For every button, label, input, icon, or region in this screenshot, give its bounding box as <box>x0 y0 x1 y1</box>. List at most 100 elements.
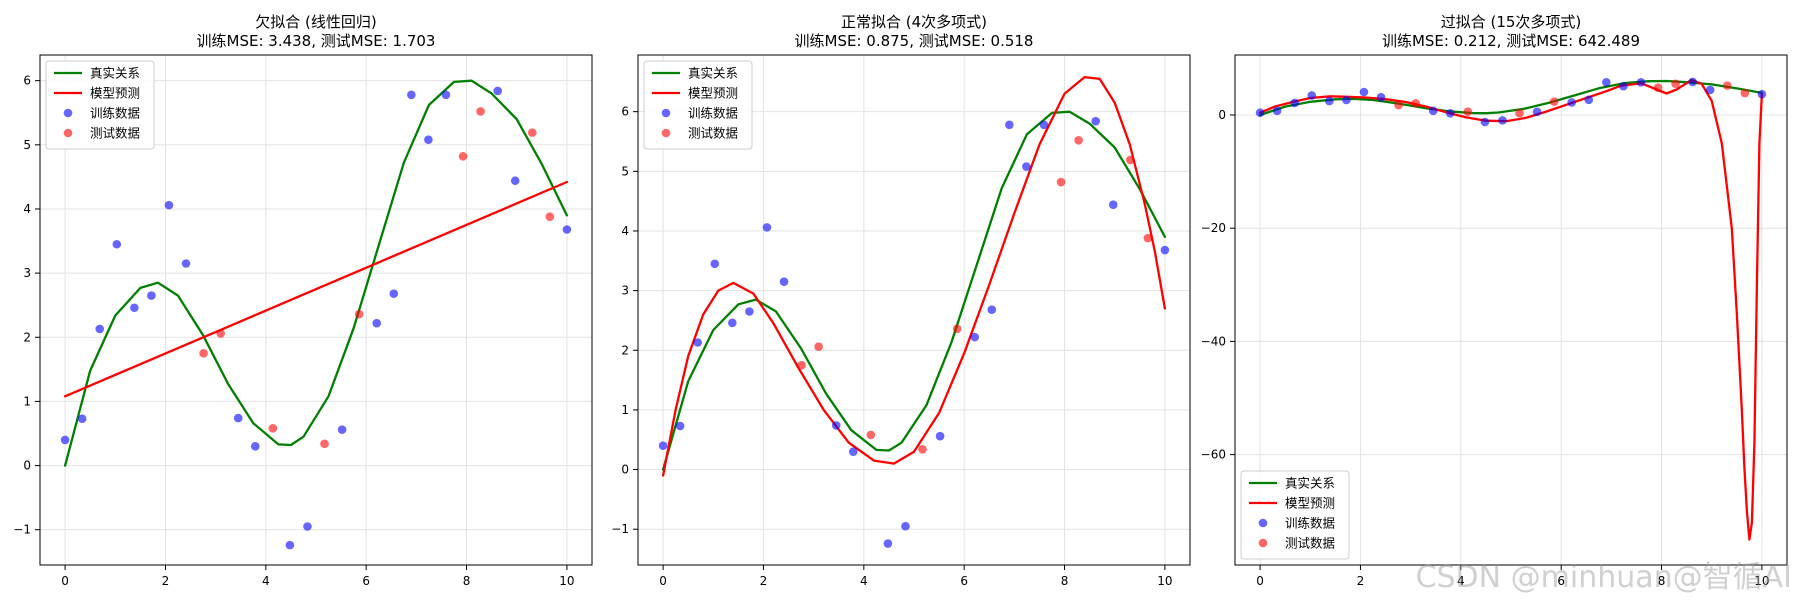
test-point <box>1074 135 1083 145</box>
y-tick-label: 1 <box>23 394 31 408</box>
y-tick-label: −60 <box>1201 448 1226 462</box>
y-tick-label: 6 <box>23 74 31 88</box>
train-point <box>250 442 260 451</box>
chart-subtitle: 训练MSE: 0.875, 测试MSE: 0.518 <box>795 32 1034 50</box>
test-point <box>320 439 329 449</box>
train-point <box>935 431 945 441</box>
train-point <box>1705 85 1715 95</box>
x-tick-label: 4 <box>262 574 270 588</box>
test-point <box>354 309 364 319</box>
train-point <box>848 447 858 456</box>
y-tick-label: 0 <box>1218 108 1226 122</box>
series-line-true-relation <box>661 110 1167 471</box>
legend-label: 训练数据 <box>1285 516 1335 531</box>
train-point <box>675 421 685 431</box>
train-point <box>1325 96 1334 106</box>
train-point <box>1108 200 1118 210</box>
test-point <box>866 430 876 440</box>
plot-area <box>1255 77 1767 541</box>
x-tick-label: 6 <box>1557 574 1565 588</box>
y-tick-label: 5 <box>621 164 629 178</box>
x-tick-label: 10 <box>1754 574 1769 588</box>
y-tick-label: 4 <box>23 202 31 216</box>
train-point <box>658 441 668 451</box>
y-tick-label: 1 <box>621 403 629 417</box>
axes-frame <box>1234 54 1788 566</box>
test-point <box>476 107 485 116</box>
legend-marker-swatch <box>63 108 73 118</box>
series-line-model-prediction <box>661 75 1167 477</box>
test-point <box>1671 79 1680 89</box>
train-point <box>1688 77 1697 87</box>
test-point <box>1549 97 1559 106</box>
legend-box <box>45 60 155 150</box>
legend-label: 训练数据 <box>90 106 140 121</box>
y-tick-label: −40 <box>1201 334 1226 348</box>
y-tick-label: 0 <box>621 463 629 477</box>
train-point <box>233 413 243 423</box>
test-point <box>1515 108 1524 118</box>
y-tick-label: 3 <box>23 266 31 280</box>
train-point <box>493 86 502 96</box>
train-point <box>883 539 893 548</box>
test-point <box>797 360 806 370</box>
legend-box <box>643 60 753 150</box>
train-point <box>1039 120 1049 130</box>
watermark: CSDN @minhuan@智循AI <box>1415 560 1792 595</box>
legend-marker-swatch <box>1258 538 1268 548</box>
chart-panel-1: 欠拟合 (线性回归)训练MSE: 3.438, 测试MSE: 1.703 0 2 4 6… <box>13 13 593 588</box>
y-tick-label: 2 <box>621 343 629 357</box>
x-tick-label: 2 <box>760 574 768 588</box>
axes-frame <box>637 54 1191 566</box>
train-point <box>285 540 295 550</box>
y-tick-label: 3 <box>621 284 629 298</box>
legend-marker-swatch <box>661 128 671 138</box>
train-point <box>693 338 703 347</box>
legend-label: 真实关系 <box>1285 476 1335 491</box>
train-point <box>970 332 980 342</box>
train-point <box>987 305 997 315</box>
test-point <box>216 329 225 338</box>
test-point <box>1722 81 1732 90</box>
train-point <box>164 200 174 210</box>
train-point <box>1428 106 1438 116</box>
x-tick-label: 2 <box>162 574 170 588</box>
train-point <box>728 318 737 328</box>
test-point <box>268 424 278 433</box>
train-point <box>1480 117 1490 127</box>
train-point <box>407 90 416 100</box>
chart-title: 欠拟合 (线性回归) <box>255 13 376 31</box>
train-point <box>1307 91 1317 100</box>
chart-title: 过拟合 (15次多项式) <box>1441 13 1582 31</box>
series-line-model-prediction <box>63 180 569 398</box>
train-point <box>779 277 789 286</box>
legend-label: 训练数据 <box>688 106 738 121</box>
train-point <box>1290 98 1300 108</box>
axes-frame <box>39 54 593 566</box>
legend-marker-swatch <box>661 108 671 118</box>
train-point <box>1602 77 1611 87</box>
x-tick-label: 2 <box>1357 574 1365 588</box>
test-point <box>1463 107 1473 117</box>
x-tick-label: 4 <box>860 574 868 588</box>
x-tick-label: 8 <box>1061 574 1069 588</box>
train-point <box>303 522 312 531</box>
test-point <box>545 212 555 221</box>
legend-marker-swatch <box>63 128 73 138</box>
train-point <box>1584 95 1594 105</box>
test-point <box>814 342 823 351</box>
x-tick-label: 10 <box>559 574 574 588</box>
test-point <box>1056 177 1066 187</box>
train-point <box>1091 116 1100 126</box>
y-tick-label: 6 <box>621 105 629 119</box>
y-tick-label: 0 <box>23 459 31 473</box>
legend-label: 测试数据 <box>90 126 140 141</box>
test-point <box>952 324 962 334</box>
train-point <box>77 414 87 424</box>
train-point <box>901 521 910 531</box>
train-point <box>1445 109 1455 118</box>
train-point <box>1005 120 1014 130</box>
legend-label: 测试数据 <box>1285 536 1335 551</box>
